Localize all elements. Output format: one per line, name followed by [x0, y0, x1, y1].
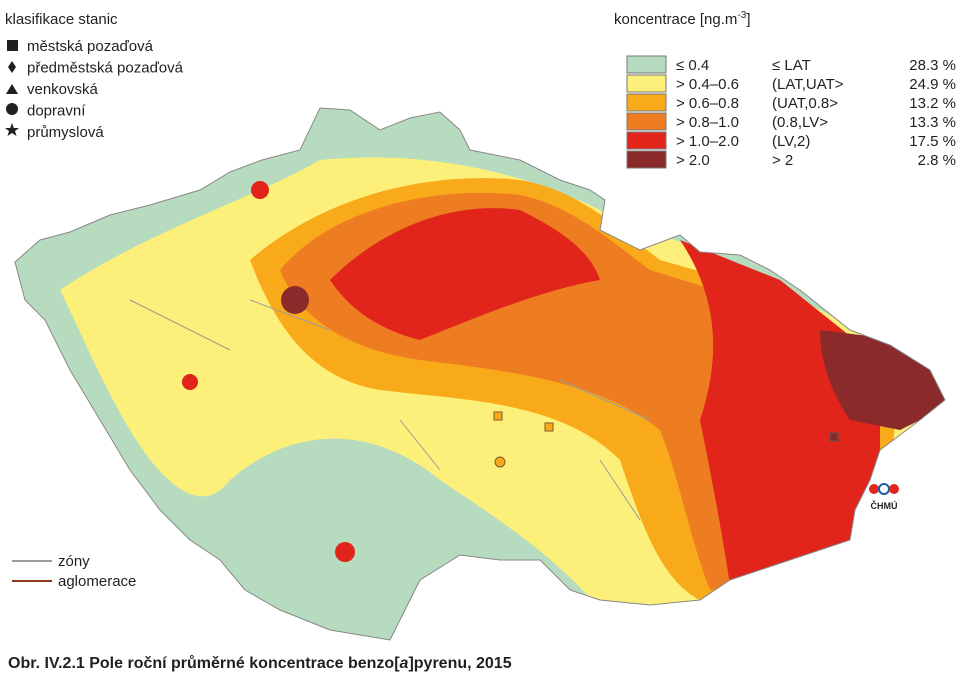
legend-share: 13.3 % [909, 114, 956, 131]
station-legend: městská pozaďová předměstská pozaďová venk… [5, 38, 184, 141]
station-marker [544, 422, 554, 432]
legend-range: > 0.6–0.8 [676, 95, 739, 112]
country-border [14, 107, 946, 641]
legend-range: > 0.8–1.0 [676, 114, 739, 131]
legend-share: 17.5 % [909, 133, 956, 150]
legend-limit: ≤ LAT [772, 57, 811, 74]
legend-swatch [626, 112, 667, 131]
legend-share: 28.3 % [909, 57, 956, 74]
caption: Obr. IV.2.1 Pole roční průměrné koncentr… [8, 655, 512, 672]
legend-swatch [626, 150, 667, 169]
legend-range: > 1.0–2.0 [676, 133, 739, 150]
logo-text: ČHMÚ [871, 500, 898, 511]
concentration-legend-title: koncentrace [ng.m-3] [614, 10, 750, 28]
caption-suffix: ]pyrenu, 2015 [408, 655, 511, 672]
legend-swatch [626, 74, 667, 93]
legend-swatch [626, 93, 667, 112]
legend-limit: (LV,2) [772, 133, 810, 150]
station-type-label: průmyslová [27, 124, 104, 141]
line-legend-label: zóny [58, 553, 90, 570]
station-type-label: předměstská pozaďová [27, 60, 184, 77]
legend-swatch [626, 55, 667, 74]
legend-range: > 2.0 [676, 152, 710, 169]
legend-limit: (0.8,LV> [772, 114, 828, 131]
station-type-label: městská pozaďová [27, 38, 154, 55]
legend-share: 24.9 % [909, 76, 956, 93]
concentration-legend: ≤ 0.4 ≤ LAT 28.3 % > 0.4–0.6 (LAT,UAT> 24.9 %… [626, 55, 956, 169]
station-type-label: venkovská [27, 81, 99, 98]
title-end: ] [746, 11, 750, 28]
logo: ČHMÚ [869, 483, 899, 511]
legend-swatch [626, 131, 667, 150]
legend-limit: (LAT,UAT> [772, 76, 844, 93]
caption-italic: a [400, 655, 409, 672]
title-superscript: -3 [737, 10, 746, 21]
legend-range: ≤ 0.4 [676, 57, 709, 74]
legend-range: > 0.4–0.6 [676, 76, 739, 93]
station-marker [494, 456, 506, 468]
station-marker [829, 432, 839, 442]
station-marker [493, 411, 503, 421]
legend-share: 13.2 % [909, 95, 956, 112]
legend-limit: (UAT,0.8> [772, 95, 838, 112]
caption-prefix: Obr. IV.2.1 Pole roční průměrné koncentr… [8, 655, 400, 672]
legend-share: 2.8 % [918, 152, 956, 169]
legend-limit: > 2 [772, 152, 793, 169]
concentration-field [15, 108, 945, 640]
station-legend-title: klasifikace stanic [5, 11, 118, 28]
line-legend-label: aglomerace [58, 573, 136, 590]
title-text: koncentrace [ng.m [614, 11, 737, 28]
station-type-label: dopravní [27, 103, 86, 120]
